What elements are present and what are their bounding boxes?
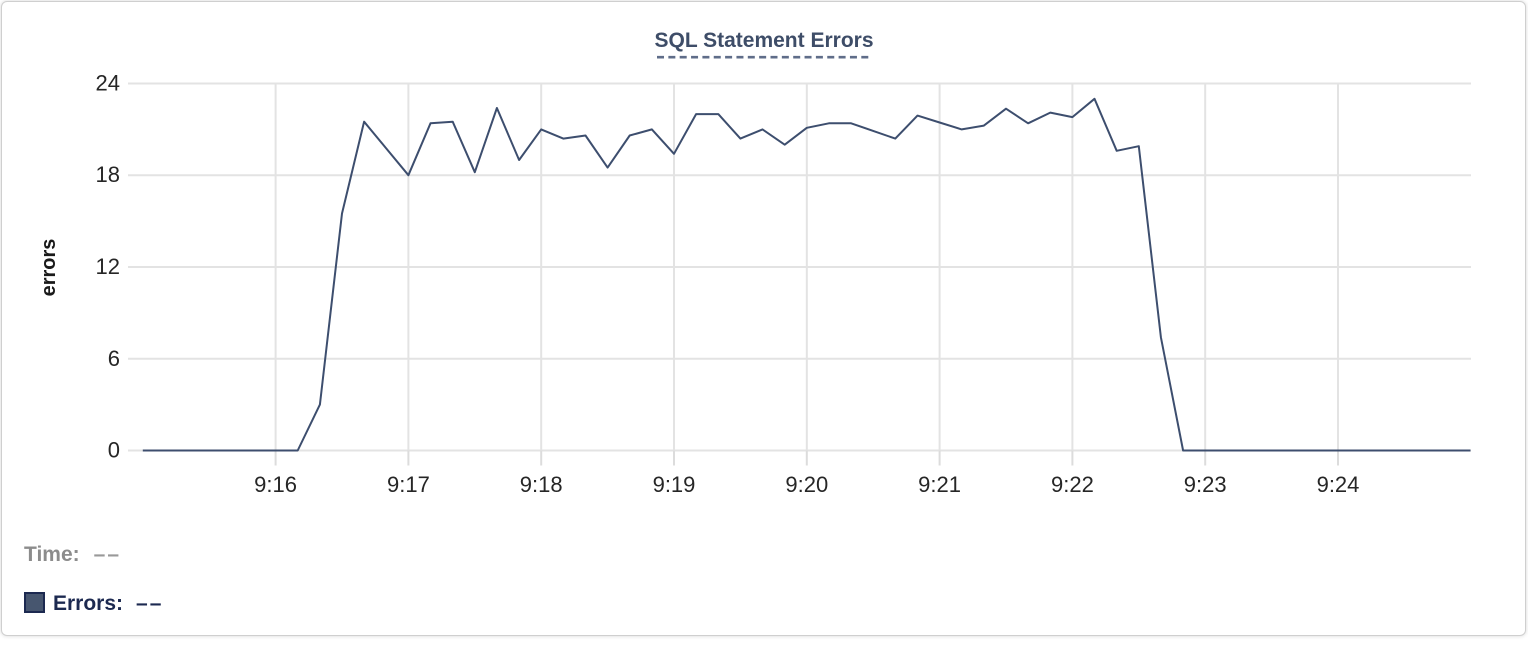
- svg-text:9:16: 9:16: [254, 472, 297, 497]
- svg-text:9:18: 9:18: [520, 472, 563, 497]
- svg-text:0: 0: [108, 438, 120, 463]
- svg-text:9:17: 9:17: [387, 472, 430, 497]
- svg-text:12: 12: [96, 254, 120, 279]
- svg-text:9:21: 9:21: [918, 472, 961, 497]
- svg-text:24: 24: [96, 71, 120, 96]
- svg-text:9:24: 9:24: [1317, 472, 1360, 497]
- svg-text:9:20: 9:20: [785, 472, 828, 497]
- svg-text:18: 18: [96, 162, 120, 187]
- svg-text:9:19: 9:19: [653, 472, 696, 497]
- svg-text:6: 6: [108, 346, 120, 371]
- svg-text:9:22: 9:22: [1051, 472, 1094, 497]
- svg-text:errors: errors: [38, 239, 60, 297]
- svg-text:9:23: 9:23: [1184, 472, 1227, 497]
